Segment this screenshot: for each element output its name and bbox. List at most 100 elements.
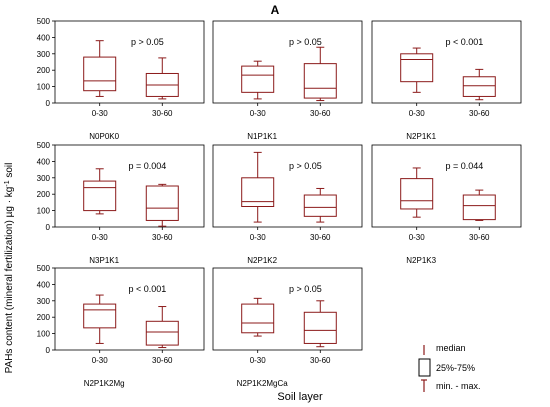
box-0-30: 0-30 [83,294,117,365]
box-iqr [462,76,496,97]
x-tick-label: 0-30 [250,233,267,242]
p-value-label: p = 0.004 [128,161,166,171]
y-tick-label: 300 [37,297,51,306]
panel-frame [54,267,205,351]
x-tick-label: 30-60 [310,356,331,365]
p-value-label: p > 0.05 [131,37,164,47]
legend: median 25%-75% min. - max. [418,343,481,392]
panel-frame [54,144,205,228]
x-tick-label: 0-30 [92,233,109,242]
box-iqr [83,56,117,92]
box-30-60: 30-60 [145,306,179,365]
x-tick-label: 0-30 [92,356,109,365]
y-tick-label: 300 [37,174,51,183]
y-tick-label: 400 [37,157,51,166]
box-0-30: 0-30 [241,297,275,365]
treatment-label: N2P1K3 [406,256,436,265]
panel-letter: A [271,3,280,17]
box-30-60: 30-60 [303,46,337,118]
y-tick-label: 200 [37,66,51,75]
y-tick-label: 200 [37,190,51,199]
x-tick-label: 30-60 [152,109,173,118]
p-value-label: p > 0.05 [289,284,322,294]
p-value-label: p > 0.05 [289,161,322,171]
panel-frame [212,267,363,351]
x-tick-label: 0-30 [409,109,426,118]
treatment-label: N2P1K2 [247,256,277,265]
x-axis-title: Soil layer [277,391,323,403]
y-tick-label: 500 [37,17,51,26]
box-iqr [303,194,337,217]
treatment-label: N2P1K2MgCa [237,379,289,388]
box-iqr [303,63,337,99]
y-tick-label: 400 [37,33,51,42]
panel-n3p1k1: 0 100 200 300 400 500 0-30 30-60 p = 0.004 N3P1K1 [37,141,205,265]
box-0-30: 0-30 [400,47,434,118]
box-30-60: 30-60 [462,189,496,242]
legend-median-label: median [436,343,466,353]
x-tick-label: 0-30 [250,109,267,118]
panel-n2p1k2mg: 0 100 200 300 400 500 0-30 30-60 p < 0.001 N2P1K2… [37,264,205,388]
y-tick-label: 0 [46,99,51,108]
box-iqr [241,303,275,334]
y-tick-label: 100 [37,83,51,92]
y-tick-label: 200 [37,313,51,322]
treatment-label: N0P0K0 [89,132,119,141]
panel-frame [371,144,522,228]
box-0-30: 0-30 [83,40,117,118]
box-iqr [303,311,337,344]
y-tick-label: 400 [37,280,51,289]
box-30-60: 30-60 [145,57,179,118]
panel-n2p1k3: 0-30 30-60 p = 0.044 N2P1K3 [371,144,522,265]
x-tick-label: 0-30 [250,356,267,365]
legend-box-label: 25%-75% [436,363,475,373]
treatment-label: N3P1K1 [89,256,119,265]
box-iqr [83,303,117,329]
box-iqr [241,65,275,93]
x-tick-label: 30-60 [469,233,490,242]
treatment-label: N2P1K2Mg [84,379,125,388]
box-0-30: 0-30 [83,168,117,242]
x-tick-label: 30-60 [152,233,173,242]
legend-box-symbol [418,358,431,377]
panel-n2p1k2: 0-30 30-60 p > 0.05 N2P1K2 [212,144,363,265]
box-iqr [241,177,275,208]
panel-frame [54,20,205,104]
legend-whisker-label: min. - max. [436,381,481,391]
box-iqr [83,180,117,212]
y-tick-label: 500 [37,264,51,273]
x-tick-label: 0-30 [409,233,426,242]
p-value-label: p > 0.05 [289,37,322,47]
box-iqr [462,194,496,221]
y-tick-label: 0 [46,346,51,355]
box-30-60: 30-60 [303,187,337,242]
box-0-30: 0-30 [400,167,434,242]
treatment-label: N2P1K1 [406,132,436,141]
treatment-label: N1P1K1 [247,132,277,141]
panel-frame [212,20,363,104]
box-iqr [400,53,434,83]
y-axis-title: PAHs content (mineral fertilization) µg … [4,163,15,374]
x-tick-label: 0-30 [92,109,109,118]
y-tick-label: 300 [37,50,51,59]
y-tick-label: 100 [37,330,51,339]
panel-frame [212,144,363,228]
box-30-60: 30-60 [303,300,337,365]
y-tick-label: 100 [37,207,51,216]
y-tick-label: 500 [37,141,51,150]
y-tick-label: 0 [46,223,51,232]
panel-n2p1k1: 0-30 30-60 p < 0.001 N2P1K1 [371,20,522,141]
box-iqr [400,178,434,210]
p-value-label: p < 0.001 [445,37,483,47]
box-0-30: 0-30 [241,151,275,242]
panel-n2p1k2mgca: 0-30 30-60 p > 0.05 N2P1K2MgCa [212,267,363,388]
box-30-60: 30-60 [145,183,179,242]
box-0-30: 0-30 [241,60,275,118]
x-tick-label: 30-60 [152,356,173,365]
x-tick-label: 30-60 [310,109,331,118]
x-tick-label: 30-60 [310,233,331,242]
panel-n0p0k0: 0 100 200 300 400 500 0-30 30-60 p > 0.05 N0P0K0 [37,17,205,141]
box-iqr [145,320,179,346]
